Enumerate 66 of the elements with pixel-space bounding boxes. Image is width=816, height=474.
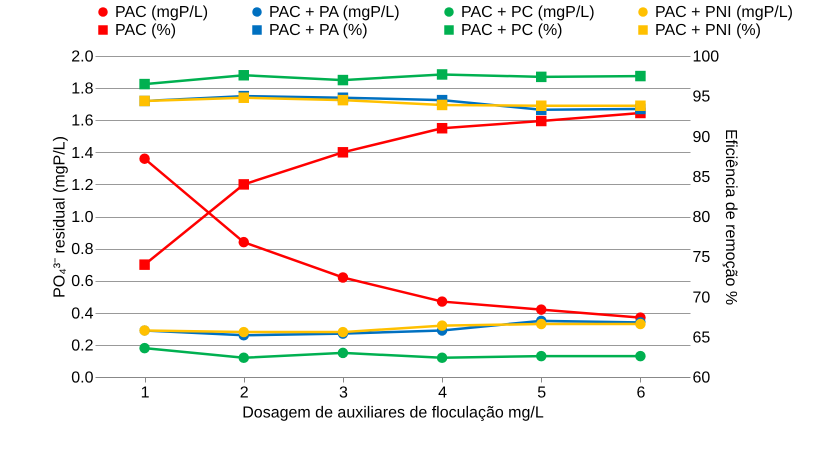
y-tick-label: 0.2 (71, 337, 94, 354)
point (536, 350, 546, 362)
y-tick-label: 1.2 (71, 176, 94, 194)
point (238, 70, 249, 81)
point (238, 179, 249, 190)
point (635, 70, 646, 82)
point (436, 296, 448, 307)
y-tick-label: 2.0 (71, 48, 94, 66)
point (139, 259, 150, 270)
y-tick-label: 0.0 (71, 370, 94, 386)
point (139, 153, 150, 164)
point (436, 100, 448, 110)
y2-tick-label: 80 (692, 209, 710, 226)
y-tick-label: 1.8 (71, 80, 94, 98)
legend-label: PAC (mgP/L) (115, 4, 208, 21)
point (338, 348, 348, 358)
point (536, 100, 546, 111)
legend-label: PAC + PC (mgP/L) (461, 4, 595, 21)
point (338, 94, 348, 106)
point (338, 272, 348, 283)
legend-label: PAC + PNI (%) (655, 22, 761, 39)
point (635, 350, 646, 362)
y-tick-label: 1.0 (71, 209, 94, 226)
y2-tick-label: 65 (692, 329, 710, 346)
legend-label: PAC + PA (%) (269, 22, 368, 39)
y-tick-label: 0.8 (71, 241, 94, 258)
point (536, 116, 546, 126)
legend-label: PAC + PA (mgP/L) (269, 4, 400, 21)
y-tick-label: 1.6 (71, 112, 94, 130)
point (436, 69, 448, 80)
point (536, 304, 546, 315)
point (238, 352, 249, 363)
y-tick-label: 0.6 (71, 273, 94, 290)
x-tick-label: 6 (636, 384, 646, 402)
point (338, 147, 348, 158)
point (139, 78, 150, 90)
point (139, 342, 150, 354)
point (436, 320, 448, 331)
x-tick-label: 2 (240, 384, 249, 402)
point (635, 100, 646, 111)
y2-tick-label: 70 (692, 289, 710, 306)
y2-tick-label: 100 (692, 48, 720, 66)
y-tick-label: 1.4 (71, 144, 94, 162)
y-axis-title: PO₄³⁻ residual (mgP/L) (51, 136, 68, 298)
x-tick-label: 5 (537, 384, 546, 402)
point (536, 72, 546, 82)
point (436, 122, 448, 134)
x-axis-title: Dosagem de auxiliares de floculação mg/L (242, 404, 544, 422)
y2-tick-label: 75 (692, 249, 710, 266)
point (238, 326, 249, 338)
point (338, 74, 348, 86)
point (436, 352, 448, 363)
legend-label: PAC (%) (115, 22, 176, 39)
y2-tick-label: 95 (692, 88, 710, 106)
y2-tick-label: 60 (692, 370, 710, 386)
x-tick-label: 4 (438, 384, 448, 402)
y2-tick-label: 90 (692, 128, 710, 146)
y-tick-label: 0.4 (71, 305, 94, 322)
point (536, 318, 546, 330)
legend-label: PAC + PNI (mgP/L) (655, 4, 793, 21)
x-tick-label: 3 (338, 384, 348, 402)
y2-tick-label: 85 (692, 168, 710, 186)
point (238, 236, 249, 248)
legend-label: PAC + PC (%) (461, 22, 562, 39)
y2-axis-title: Eficiência de remoção % (722, 128, 740, 306)
x-tick-label: 1 (140, 384, 150, 402)
